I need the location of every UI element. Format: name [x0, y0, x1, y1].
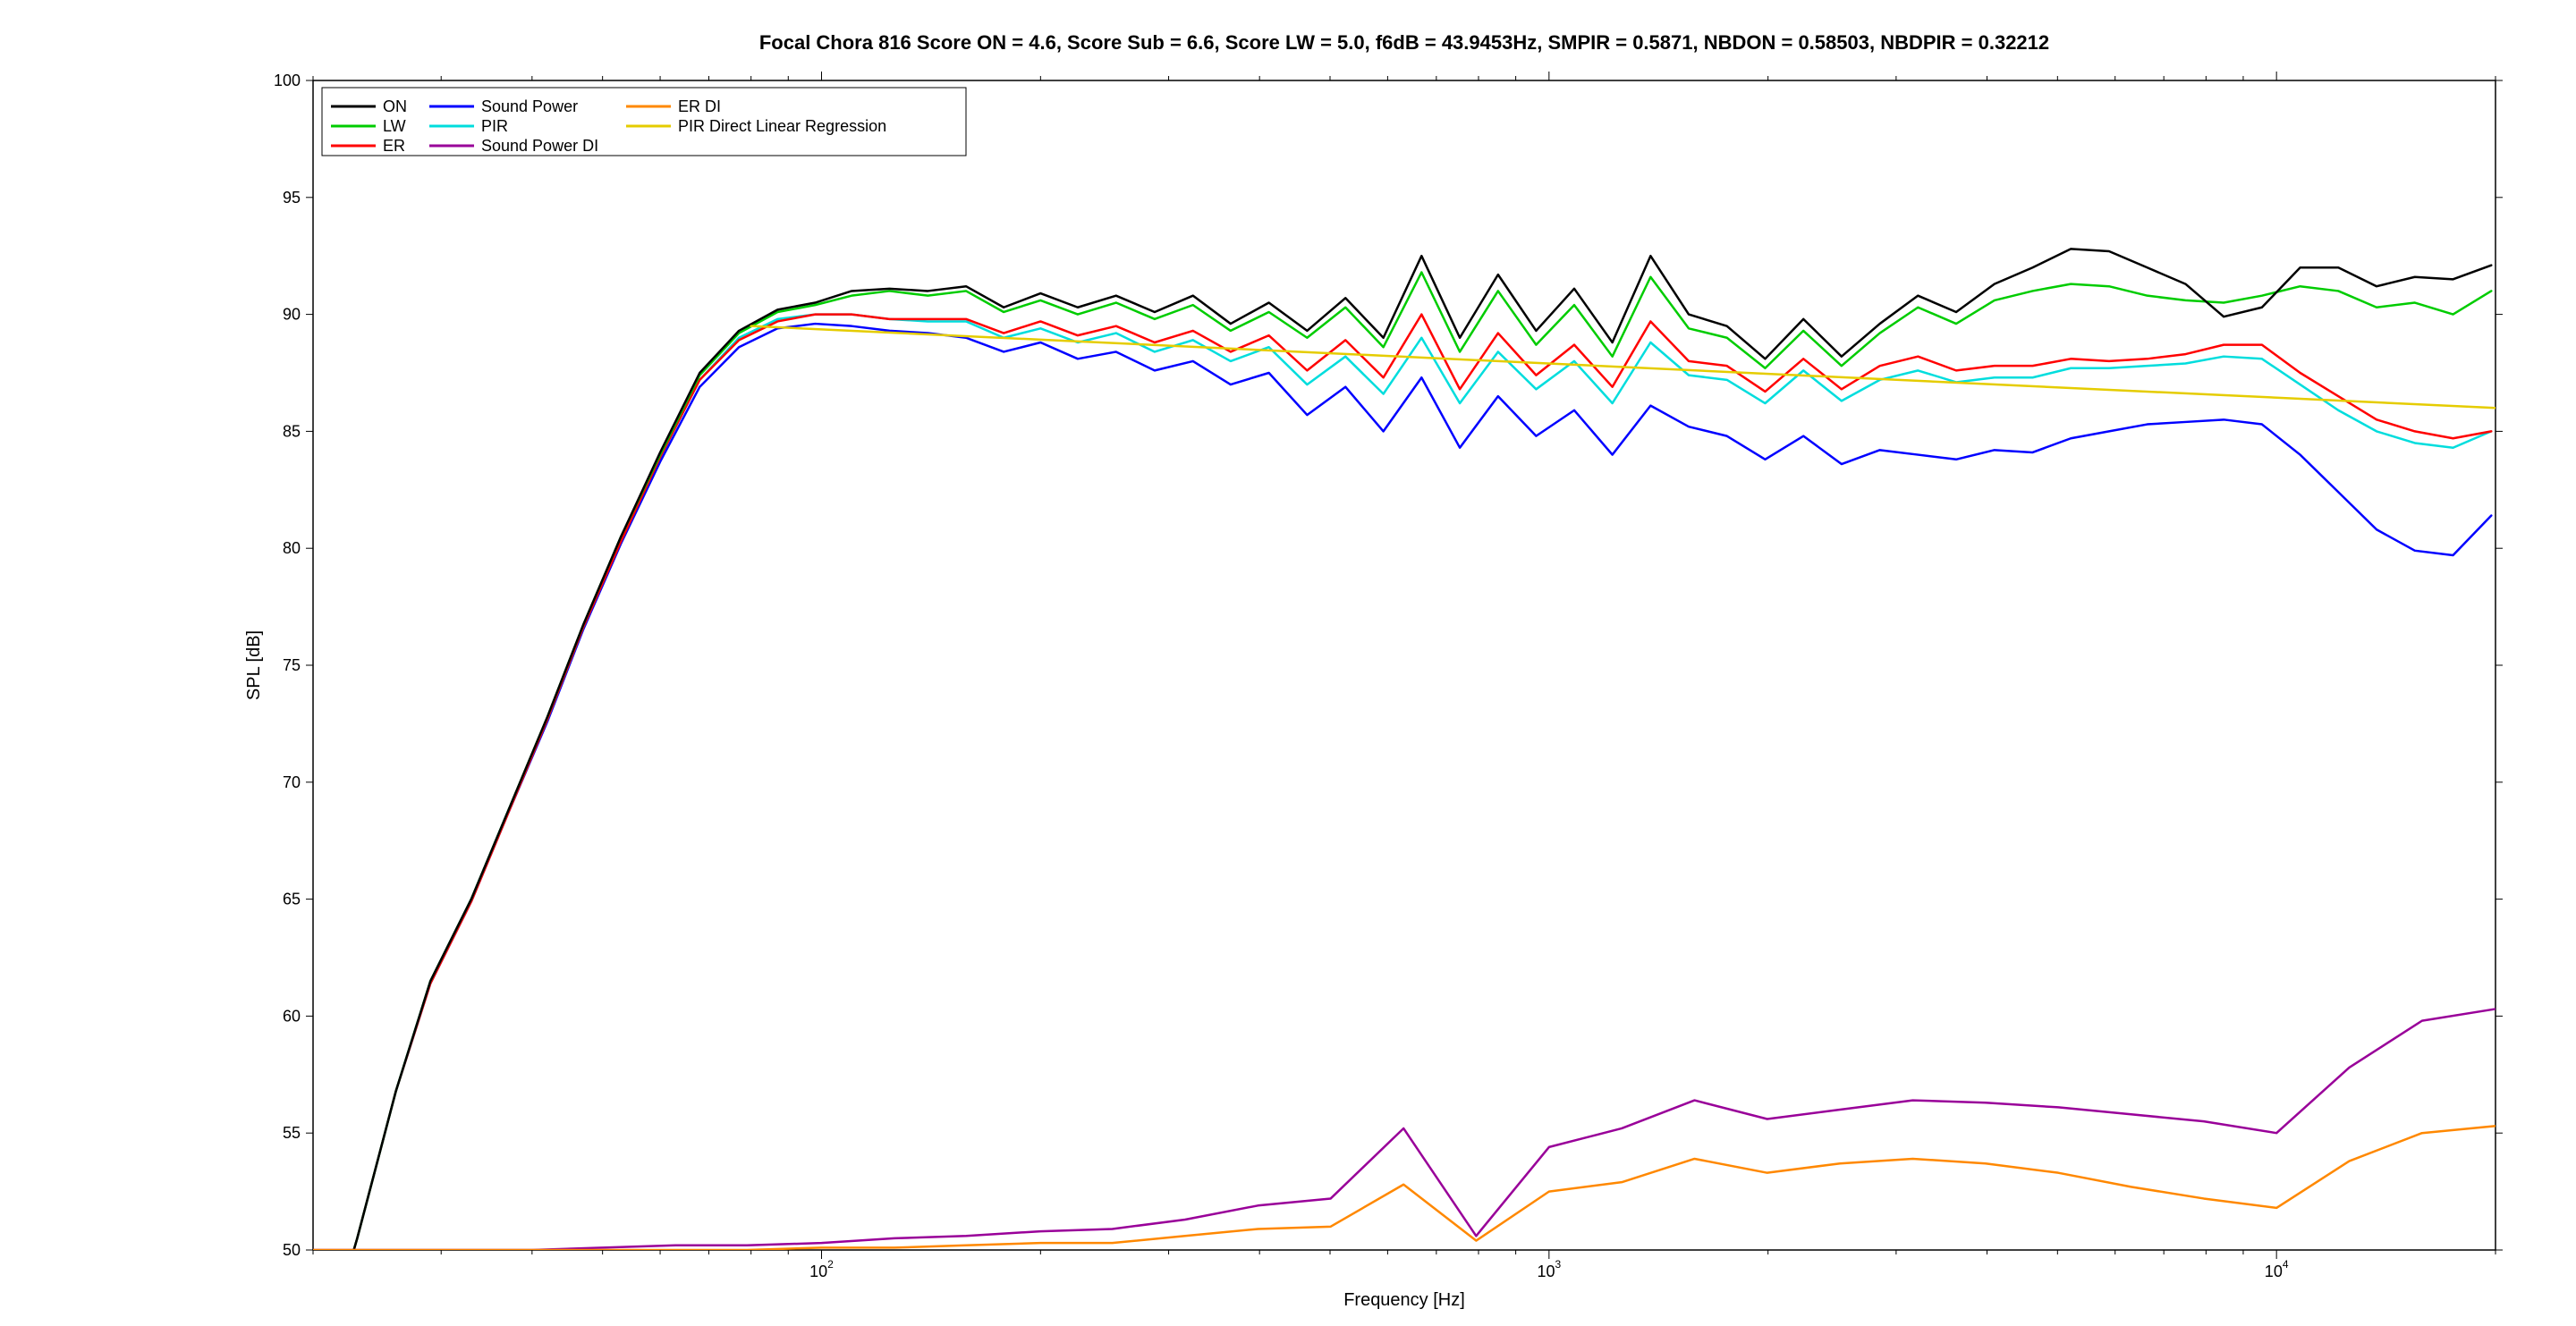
series-spdi	[313, 1009, 2495, 1250]
y-axis-label: SPL [dB]	[244, 630, 264, 700]
legend-label: PIR	[481, 117, 508, 135]
y-tick-label: 100	[274, 72, 301, 89]
svg-text:103: 103	[1537, 1258, 1561, 1280]
series-pir-regression	[751, 326, 2496, 409]
series-on	[313, 249, 2491, 1322]
chart-container: Focal Chora 816 Score ON = 4.6, Score Su…	[0, 0, 2576, 1322]
legend-label: Sound Power	[481, 97, 578, 115]
y-tick-label: 80	[283, 539, 301, 557]
series-erdi	[313, 1126, 2495, 1250]
x-tick-label: 104	[2265, 1258, 2289, 1280]
legend-label: ER	[383, 137, 405, 155]
svg-text:104: 104	[2265, 1258, 2289, 1280]
y-tick-label: 50	[283, 1241, 301, 1259]
series-er	[313, 315, 2491, 1322]
legend-label: PIR Direct Linear Regression	[678, 117, 886, 135]
plot-area	[313, 249, 2496, 1322]
legend: ON LW ER Sound Power PIR Sound Power DI ER DI P…	[322, 88, 966, 156]
y-tick-label: 65	[283, 891, 301, 908]
chart-title: Focal Chora 816 Score ON = 4.6, Score Su…	[759, 31, 2049, 54]
series-sp	[313, 324, 2491, 1322]
series-pir	[313, 315, 2491, 1322]
y-tick-label: 75	[283, 656, 301, 674]
y-tick-label: 90	[283, 306, 301, 324]
legend-label: LW	[383, 117, 406, 135]
y-tick-label: 95	[283, 189, 301, 207]
series-lw	[313, 273, 2491, 1322]
y-tick-label: 85	[283, 422, 301, 440]
x-tick-label: 103	[1537, 1258, 1561, 1280]
legend-label: Sound Power DI	[481, 137, 598, 155]
y-tick-label: 55	[283, 1124, 301, 1142]
x-tick-label: 102	[809, 1258, 834, 1280]
spl-chart: Focal Chora 816 Score ON = 4.6, Score Su…	[0, 0, 2576, 1322]
legend-label: ER DI	[678, 97, 721, 115]
x-axis-label: Frequency [Hz]	[1343, 1290, 1465, 1310]
svg-text:102: 102	[809, 1258, 834, 1280]
plot-border	[313, 80, 2496, 1250]
y-tick-label: 60	[283, 1007, 301, 1025]
legend-label: ON	[383, 97, 407, 115]
y-tick-label: 70	[283, 773, 301, 791]
